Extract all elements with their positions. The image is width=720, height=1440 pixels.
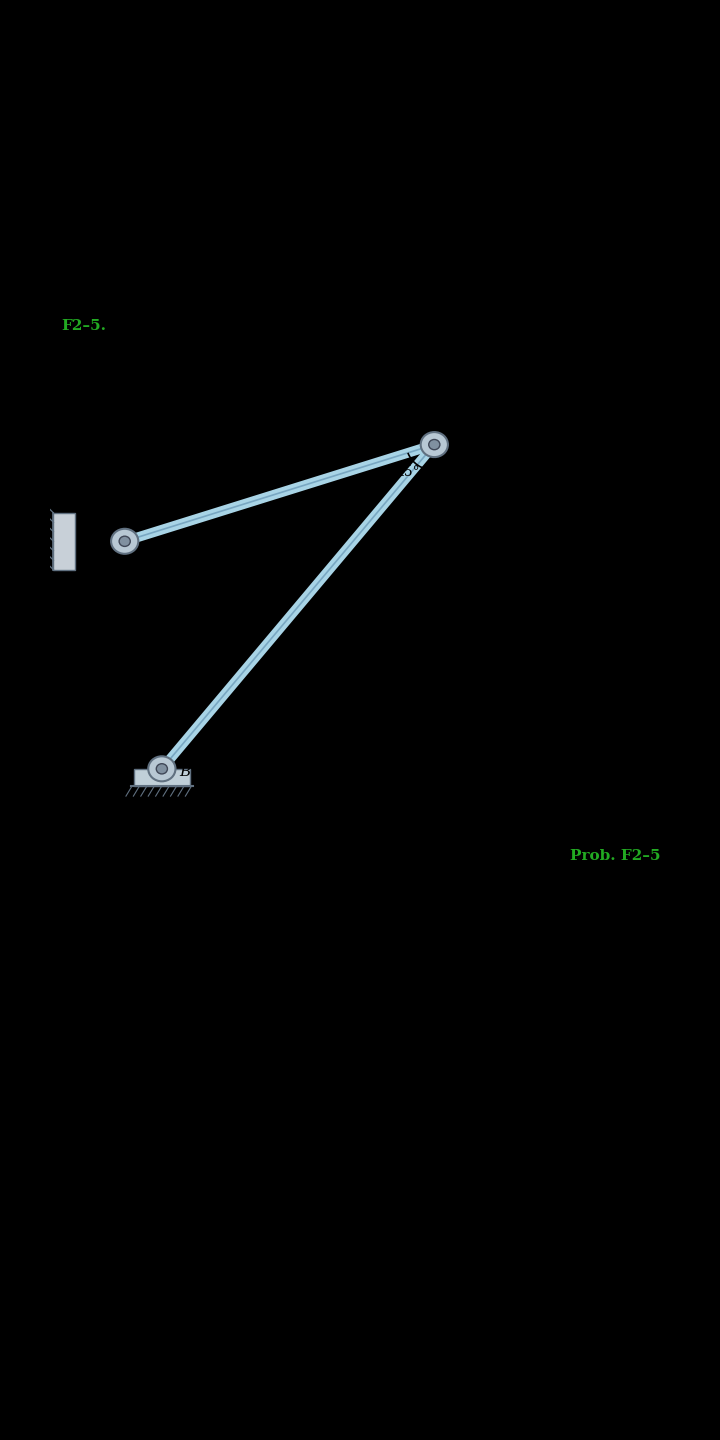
Text: The force $F = 450\,\mathrm{lb}$ acts on the frame. Resolve this: The force $F = 450\,\mathrm{lb}$ acts on…: [115, 320, 512, 336]
Circle shape: [428, 439, 440, 449]
Text: 45°: 45°: [396, 465, 420, 480]
Text: 450 lb: 450 lb: [444, 539, 490, 553]
Circle shape: [119, 536, 130, 546]
Text: A: A: [401, 429, 412, 444]
Text: 30°: 30°: [487, 413, 511, 428]
Circle shape: [148, 756, 176, 782]
Bar: [134, 769, 190, 786]
Text: Prob. F2–5: Prob. F2–5: [570, 848, 660, 863]
Circle shape: [111, 528, 138, 554]
Text: force into components acting along members $AB$ and $AC$,: force into components acting along membe…: [61, 354, 503, 373]
Text: F2–5.: F2–5.: [61, 320, 107, 334]
Text: B: B: [179, 765, 191, 779]
Text: and determine the magnitude of each component.: and determine the magnitude of each comp…: [61, 387, 448, 402]
Circle shape: [156, 763, 168, 773]
Text: C: C: [142, 511, 153, 526]
Bar: [53, 513, 75, 570]
Circle shape: [420, 432, 448, 456]
